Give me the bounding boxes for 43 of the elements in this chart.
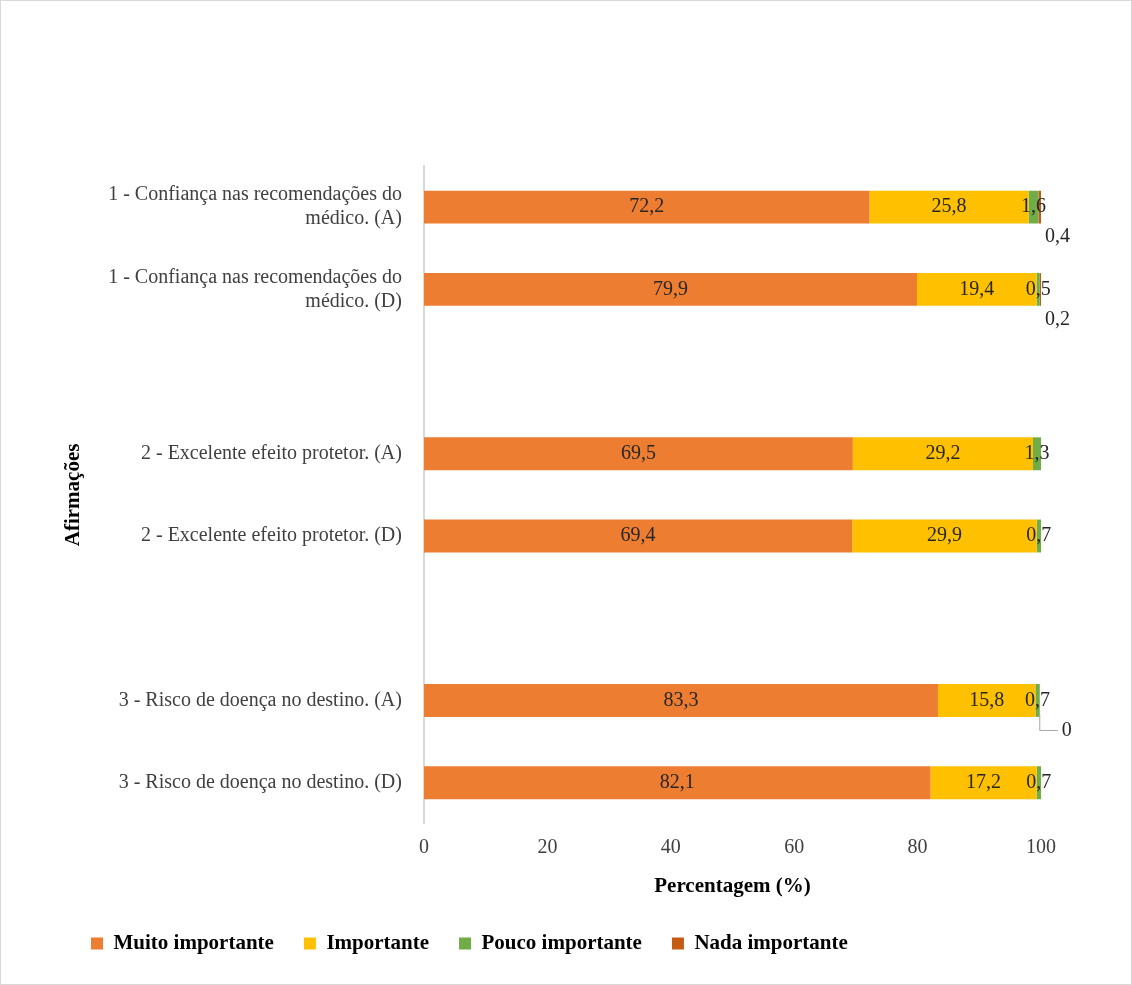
- data-label: 72,2: [629, 194, 665, 217]
- data-label: 15,8: [969, 687, 1005, 710]
- data-label: 79,9: [652, 276, 688, 299]
- data-label: 82,1: [659, 769, 695, 792]
- x-tick-label: 80: [907, 835, 928, 858]
- data-label: 0: [1061, 717, 1072, 740]
- data-label: 0,7: [1026, 769, 1052, 792]
- bar: [423, 190, 870, 224]
- data-label: 17,2: [966, 769, 1002, 792]
- legend-label: Importante: [326, 929, 430, 954]
- legend-label: Muito importante: [113, 929, 274, 954]
- x-tick-label: 60: [784, 835, 805, 858]
- data-label: 0,7: [1025, 687, 1051, 710]
- data-label: 83,3: [663, 687, 699, 710]
- data-label: 0,2: [1045, 306, 1070, 329]
- x-tick-label: 100: [1026, 835, 1056, 858]
- bar: [423, 684, 938, 717]
- y-tick-label: 3 - Risco de doença no destino. (D): [118, 769, 402, 793]
- x-tick-label: 40: [660, 835, 681, 858]
- bar: [423, 766, 931, 800]
- y-axis-title: Afirmações: [60, 443, 85, 547]
- data-label: 0,4: [1045, 224, 1070, 247]
- data-label: 69,5: [620, 441, 656, 464]
- bar: [423, 437, 853, 471]
- x-tick-label: 20: [537, 835, 558, 858]
- y-tick-label: 1 - Confiança nas recomendações do médico. (D): [108, 264, 402, 312]
- legend-label: Nada importante: [694, 929, 848, 954]
- data-label: 29,2: [925, 441, 961, 464]
- bar: [423, 272, 917, 306]
- y-tick-label: 2 - Excelente efeito protetor. (D): [140, 523, 402, 547]
- data-label: 69,4: [620, 523, 656, 546]
- data-label: 0,7: [1026, 523, 1052, 546]
- y-tick-label: 2 - Excelente efeito protetor. (A): [140, 441, 402, 465]
- y-tick-label: 3 - Risco de doença no destino. (A): [118, 687, 402, 711]
- bar: [423, 519, 853, 553]
- data-label: 25,8: [931, 194, 967, 217]
- data-label: 1,3: [1024, 441, 1050, 464]
- y-tick-label: 1 - Confiança nas recomendações do médico. (A): [108, 182, 402, 230]
- data-label: 19,4: [959, 276, 995, 299]
- x-axis-title: Percentagem (%): [654, 872, 811, 897]
- x-tick-label: 0: [418, 835, 429, 858]
- legend-label: Pouco importante: [481, 929, 642, 954]
- data-label: 29,9: [926, 523, 962, 546]
